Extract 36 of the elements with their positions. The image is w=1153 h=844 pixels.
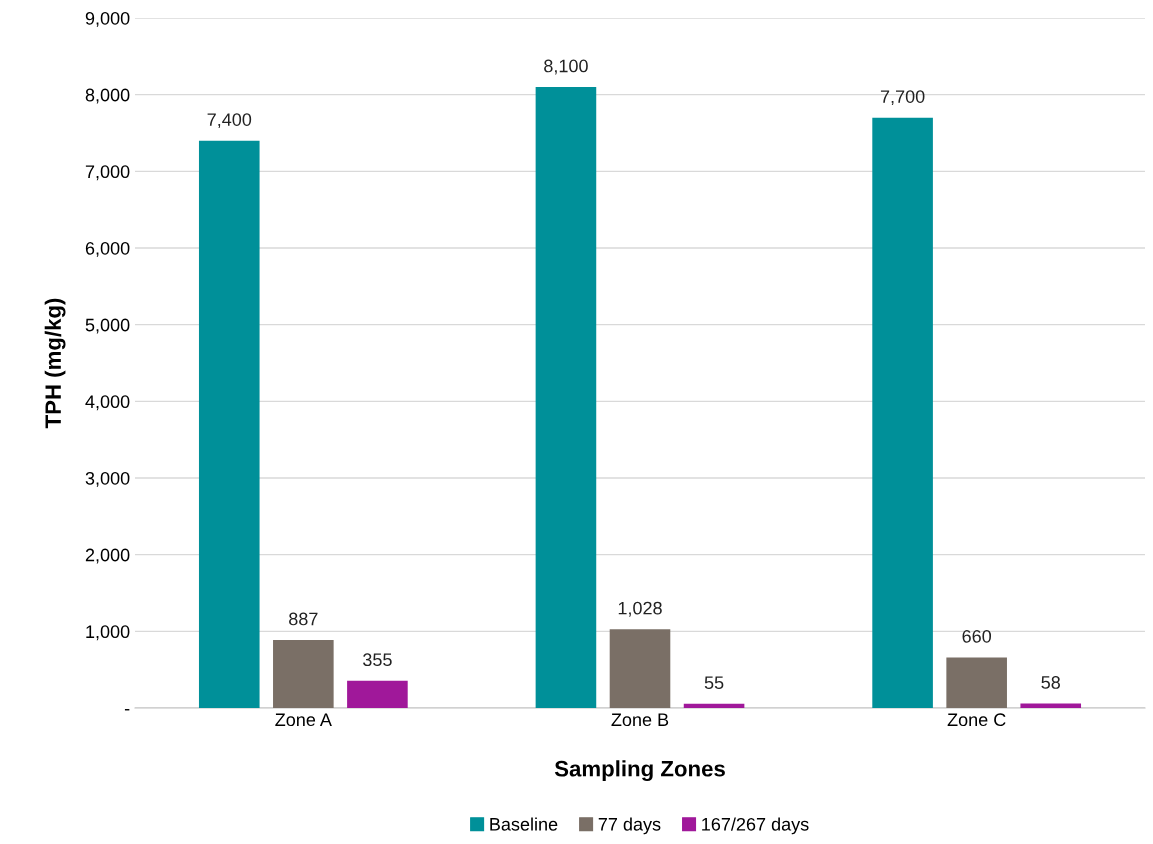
data-label: 7,400 xyxy=(207,113,252,129)
data-label: 55 xyxy=(704,676,724,690)
y-tick-label: - xyxy=(124,709,130,711)
y-tick-label: 6,000 xyxy=(85,241,130,257)
data-label: 8,100 xyxy=(544,59,588,75)
bar xyxy=(198,140,260,708)
data-label: 7,700 xyxy=(880,90,925,106)
y-tick-label: 2,000 xyxy=(85,548,130,564)
y-tick-label: 9,000 xyxy=(85,11,130,27)
y-tick-label: 7,000 xyxy=(85,165,130,181)
data-label: 355 xyxy=(363,653,392,667)
x-tick-label: Zone A xyxy=(275,713,332,727)
legend-label: Baseline xyxy=(490,817,558,831)
y-tick-label: 5,000 xyxy=(85,318,130,334)
y-tick-label: 1,000 xyxy=(86,625,130,641)
legend-label: 167/267 days xyxy=(702,817,809,835)
data-label: 660 xyxy=(962,629,992,643)
bar xyxy=(535,87,597,708)
bar xyxy=(273,640,334,708)
bar xyxy=(683,703,745,708)
x-tick-label: Zone B xyxy=(611,713,669,727)
data-label: 58 xyxy=(1041,676,1060,689)
y-tick-label: 8,000 xyxy=(85,88,130,104)
y-axis-title: TPH (mg/kg) xyxy=(44,298,66,429)
x-axis-title: Sampling Zones xyxy=(554,760,725,782)
legend-label: 77 days xyxy=(598,817,661,835)
bar xyxy=(946,657,1007,708)
bar xyxy=(872,117,933,708)
x-tick-label: Zone C xyxy=(947,713,1006,727)
y-tick-label: 4,000 xyxy=(85,395,130,411)
data-label: 887 xyxy=(289,612,318,626)
bar xyxy=(609,629,671,708)
bar xyxy=(1020,703,1082,708)
y-tick-label: 3,000 xyxy=(85,471,130,487)
bar xyxy=(347,680,408,708)
data-label: 1,028 xyxy=(618,601,662,617)
